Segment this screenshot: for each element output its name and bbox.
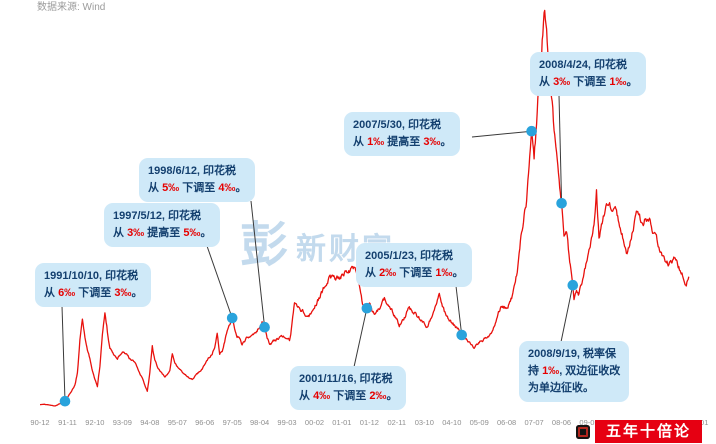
event-text: 从: [148, 182, 163, 195]
event-marker-dot: [456, 329, 468, 341]
event-text: 。: [235, 182, 247, 195]
event-rate-highlight: 1‰: [542, 365, 560, 378]
event-marker-dot: [226, 312, 238, 324]
x-tick-label: 04-10: [442, 418, 461, 427]
event-connector-line: [206, 245, 233, 319]
event-text: 2008/4/24, 印花税: [539, 59, 628, 71]
x-tick-label: 97-05: [223, 418, 242, 427]
event-marker-dot: [59, 395, 71, 407]
event-marker-dot: [259, 321, 270, 333]
event-text: 从: [113, 227, 128, 240]
event-connector-line: [61, 305, 66, 402]
event-rate-highlight: 6‰: [58, 287, 76, 300]
x-tick-label: 01-12: [360, 418, 379, 427]
event-rate-highlight: 3‰: [114, 287, 132, 300]
x-tick-label: 96-06: [195, 418, 214, 427]
event-callout-2007-05-30: 2007/5/30, 印花税从 1‰ 提高至 3‰。: [344, 112, 461, 157]
event-rate-highlight: 4‰: [218, 182, 236, 195]
event-rate-highlight: 2‰: [379, 267, 397, 280]
event-rate-highlight: 5‰: [183, 227, 201, 240]
event-text: 下调至: [179, 182, 219, 195]
event-connector-line: [558, 94, 563, 204]
event-text: 下调至: [570, 76, 610, 89]
x-tick-label: 08-06: [552, 418, 571, 427]
event-text: 。: [200, 227, 212, 240]
x-tick-label: 09-05: [579, 418, 598, 427]
brand-badge: 五年十倍论: [575, 420, 702, 443]
event-marker-dot: [556, 198, 567, 209]
event-text: 2001/11/16, 印花税: [299, 373, 393, 385]
event-rate-highlight: 1‰: [609, 76, 627, 89]
event-rate-highlight: 3‰: [127, 227, 145, 240]
event-text: 2005/1/23, 印花税: [365, 250, 454, 262]
x-tick-label: 05-09: [470, 418, 489, 427]
event-text: 下调至: [330, 390, 370, 403]
event-connector-line: [560, 285, 574, 343]
event-callout-2008-04-24: 2008/4/24, 印花税从 3‰ 下调至 1‰。: [530, 52, 647, 97]
event-marker-dot: [361, 302, 373, 314]
x-tick-label: 02-11: [387, 418, 406, 427]
event-callout-2001-11-16: 2001/11/16, 印花税从 4‰ 下调至 2‰。: [290, 366, 407, 411]
event-text: 下调至: [396, 267, 436, 280]
event-text: 从: [44, 287, 59, 300]
event-connector-line: [353, 308, 368, 368]
event-text: 。: [626, 76, 638, 89]
event-text: 从: [299, 390, 314, 403]
event-text: 2007/5/30, 印花税: [353, 119, 442, 131]
event-callout-2005-01-23: 2005/1/23, 印花税从 2‰ 下调至 1‰。: [356, 243, 473, 288]
event-text: 提高至: [384, 136, 424, 149]
event-text: 。: [452, 267, 464, 280]
event-connector-line: [455, 285, 463, 336]
event-text: 。: [386, 390, 398, 403]
event-marker-dot: [526, 125, 537, 137]
x-tick-label: 06-08: [497, 418, 516, 427]
event-rate-highlight: 1‰: [435, 267, 453, 280]
watermark-logo-glyph: 彭: [240, 219, 289, 272]
event-text: 。: [131, 287, 143, 300]
event-text: 下调至: [75, 287, 115, 300]
event-rate-highlight: 1‰: [367, 136, 385, 149]
x-tick-label: 01-01: [332, 418, 351, 427]
event-text: 从: [539, 76, 554, 89]
event-text: 持: [528, 365, 543, 378]
event-callout-2008-09-19: 2008/9/19, 税率保持 1‰, 双边征收改为单边征收。: [519, 341, 630, 403]
event-callout-1997-05-12: 1997/5/12, 印花税从 3‰ 提高至 5‰。: [104, 203, 221, 248]
event-rate-highlight: 3‰: [553, 76, 571, 89]
brand-name: 五年十倍论: [594, 420, 702, 443]
x-tick-label: 00-02: [305, 418, 324, 427]
event-text: 。: [440, 136, 452, 149]
event-text: 2008/9/19, 税率保: [528, 348, 617, 360]
event-connector-line: [250, 200, 266, 328]
event-text: 为单边征收。: [528, 382, 594, 395]
event-text: 1997/5/12, 印花税: [113, 210, 202, 222]
event-rate-highlight: 4‰: [313, 390, 331, 403]
x-tick-label: 91-11: [58, 418, 77, 427]
x-tick-label: 90-12: [30, 418, 49, 427]
x-tick-label: 94-08: [140, 418, 159, 427]
x-tick-label: 92-10: [85, 418, 104, 427]
x-tick-label: 93-09: [113, 418, 132, 427]
x-tick-label: 03-10: [415, 418, 434, 427]
event-callout-1991-10-10: 1991/10/10, 印花税从 6‰ 下调至 3‰。: [35, 263, 152, 308]
data-source-note: 数据来源: Wind: [37, 2, 106, 13]
event-rate-highlight: 5‰: [162, 182, 180, 195]
event-marker-dot: [567, 279, 579, 291]
event-rate-highlight: 2‰: [369, 390, 387, 403]
event-text: 1998/6/12, 印花税: [148, 165, 237, 177]
event-rate-highlight: 3‰: [423, 136, 441, 149]
brand-logo-icon: [575, 424, 590, 439]
event-callout-1998-06-12: 1998/6/12, 印花税从 5‰ 下调至 4‰。: [139, 158, 256, 203]
event-text: , 双边征收改: [559, 365, 621, 378]
event-text: 提高至: [144, 227, 184, 240]
event-text: 1991/10/10, 印花税: [44, 270, 139, 282]
event-text: 从: [353, 136, 368, 149]
x-tick-label: 07-07: [525, 418, 544, 427]
event-text: 从: [365, 267, 380, 280]
x-tick-label: 99-03: [277, 418, 296, 427]
event-connector-line: [471, 130, 532, 138]
x-tick-label: 98-04: [250, 418, 269, 427]
x-tick-label: 95-07: [168, 418, 187, 427]
